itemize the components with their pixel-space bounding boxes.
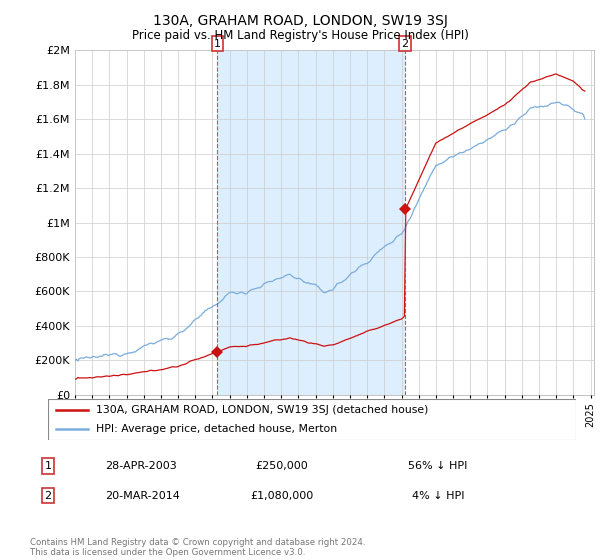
Text: 2: 2 bbox=[401, 39, 409, 49]
Text: 2: 2 bbox=[44, 491, 52, 501]
Text: 1: 1 bbox=[44, 461, 52, 471]
Text: 28-APR-2003: 28-APR-2003 bbox=[105, 461, 177, 471]
Text: Contains HM Land Registry data © Crown copyright and database right 2024.
This d: Contains HM Land Registry data © Crown c… bbox=[30, 538, 365, 557]
Text: Price paid vs. HM Land Registry's House Price Index (HPI): Price paid vs. HM Land Registry's House … bbox=[131, 29, 469, 42]
Text: HPI: Average price, detached house, Merton: HPI: Average price, detached house, Mert… bbox=[95, 424, 337, 433]
Text: 1: 1 bbox=[214, 39, 221, 49]
Text: 20-MAR-2014: 20-MAR-2014 bbox=[105, 491, 180, 501]
Text: 130A, GRAHAM ROAD, LONDON, SW19 3SJ (detached house): 130A, GRAHAM ROAD, LONDON, SW19 3SJ (det… bbox=[95, 405, 428, 415]
Text: £1,080,000: £1,080,000 bbox=[250, 491, 314, 501]
Text: 56% ↓ HPI: 56% ↓ HPI bbox=[409, 461, 467, 471]
Text: £250,000: £250,000 bbox=[256, 461, 308, 471]
FancyBboxPatch shape bbox=[48, 399, 576, 440]
Text: 4% ↓ HPI: 4% ↓ HPI bbox=[412, 491, 464, 501]
Text: 130A, GRAHAM ROAD, LONDON, SW19 3SJ: 130A, GRAHAM ROAD, LONDON, SW19 3SJ bbox=[152, 14, 448, 28]
Bar bbox=[217, 50, 405, 395]
